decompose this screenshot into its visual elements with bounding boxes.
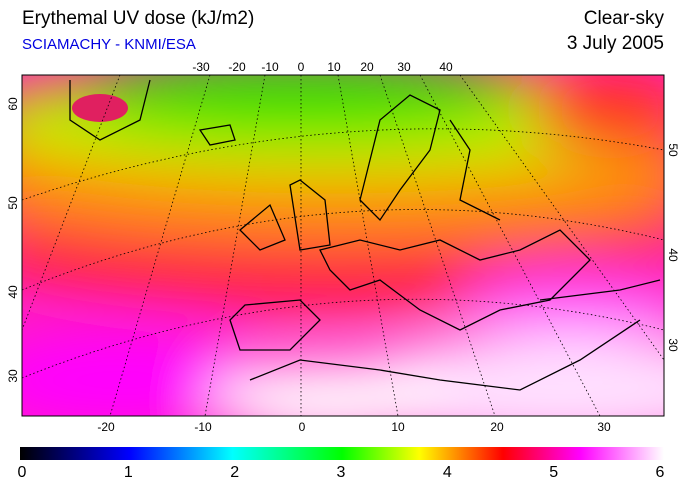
top-lon-label: 20 xyxy=(360,60,374,74)
title: Erythemal UV dose (kJ/m2) xyxy=(22,8,254,29)
top-lon-label: 30 xyxy=(397,60,411,74)
bottom-lon-label: 0 xyxy=(299,420,306,434)
graticule-lon xyxy=(22,75,664,416)
sky-condition: Clear-sky xyxy=(584,8,665,29)
colorbar-label: 6 xyxy=(656,464,665,481)
right-lat-label: 50 xyxy=(666,143,680,157)
left-lat-label: 60 xyxy=(6,97,20,111)
coastlines xyxy=(69,79,661,391)
bottom-lon-label: 30 xyxy=(597,420,611,434)
bottom-lon-label: 20 xyxy=(490,420,504,434)
colorbar-label: 5 xyxy=(549,464,558,481)
left-lat-label: 50 xyxy=(6,196,20,210)
colorbar-label: 1 xyxy=(124,464,133,481)
date: 3 July 2005 xyxy=(567,33,664,54)
colorbar-label: 4 xyxy=(443,464,452,481)
right-lat-label: 40 xyxy=(666,248,680,262)
top-lon-label: -20 xyxy=(228,60,246,74)
top-lon-label: -30 xyxy=(192,60,210,74)
bottom-lon-label: 10 xyxy=(391,420,405,434)
top-lon-label: -10 xyxy=(261,60,279,74)
top-lon-label: 40 xyxy=(439,60,453,74)
colorbar xyxy=(20,447,664,460)
top-lon-label: 10 xyxy=(327,60,341,74)
bottom-lon-label: -10 xyxy=(194,420,212,434)
bottom-lon-label: -20 xyxy=(97,420,115,434)
uv-field xyxy=(22,75,664,416)
colorbar-label: 2 xyxy=(230,464,239,481)
map-frame xyxy=(21,74,665,417)
top-lon-label: 0 xyxy=(298,60,305,74)
right-lat-label: 30 xyxy=(666,338,680,352)
left-lat-label: 40 xyxy=(6,285,20,299)
colorbar-label: 0 xyxy=(18,464,27,481)
greenland-high xyxy=(72,94,128,122)
left-lat-label: 30 xyxy=(6,369,20,383)
colorbar-label: 3 xyxy=(337,464,346,481)
subtitle: SCIAMACHY - KNMI/ESA xyxy=(22,36,196,53)
